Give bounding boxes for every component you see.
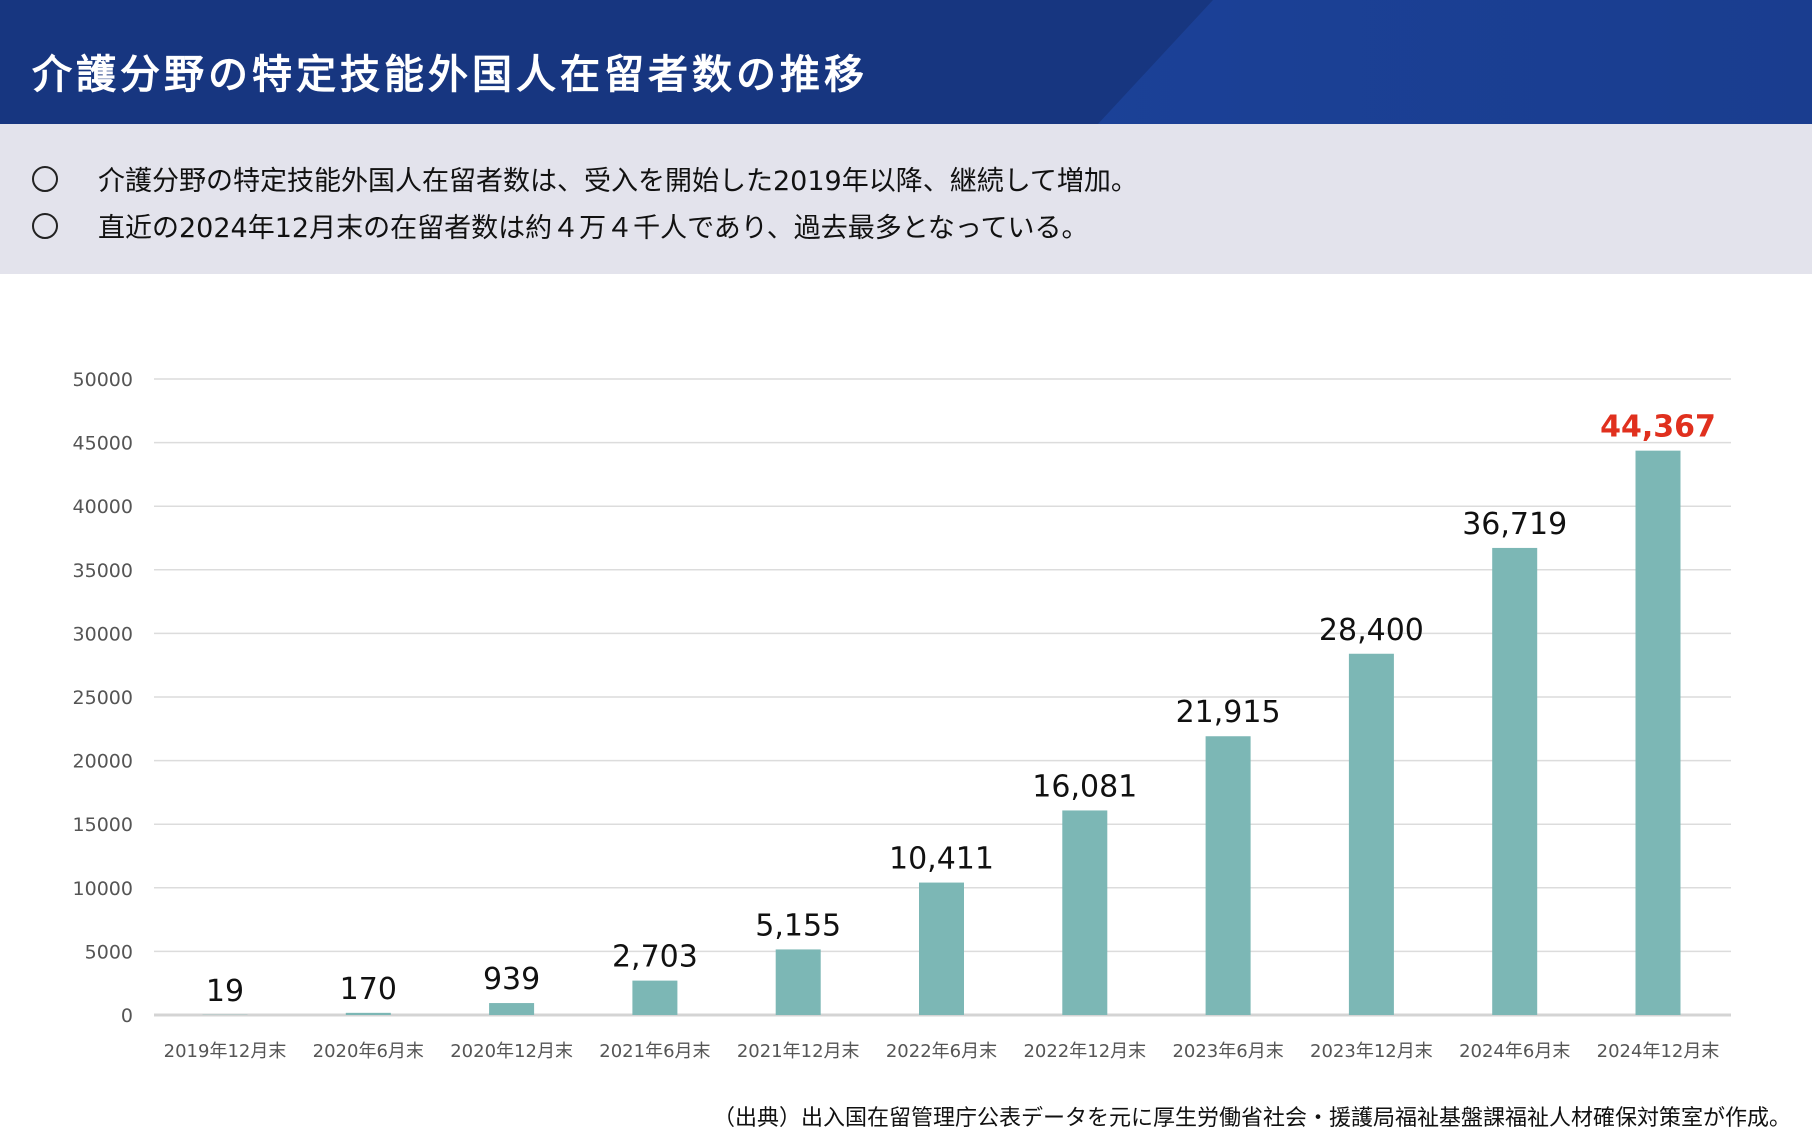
data-label: 36,719 (1462, 507, 1567, 542)
data-label: 170 (340, 972, 397, 1007)
bar (632, 980, 678, 1015)
page-title: 介護分野の特定技能外国人在留者数の推移 (32, 52, 868, 98)
x-tick-label: 2022年12月末 (1023, 1041, 1146, 1062)
data-label: 939 (483, 962, 540, 997)
bar (345, 1012, 391, 1015)
y-tick-label: 15000 (73, 814, 133, 836)
y-tick-label: 0 (121, 1005, 133, 1027)
data-label: 44,367 (1600, 410, 1716, 445)
x-tick-label: 2021年12月末 (737, 1041, 860, 1062)
data-label: 21,915 (1176, 695, 1281, 730)
x-tick-label: 2022年6月末 (886, 1041, 997, 1062)
data-label: 5,155 (755, 908, 841, 943)
y-tick-label: 40000 (73, 496, 133, 518)
summary-item: 直近の2024年12月末の在留者数は約４万４千人であり、過去最多となっている。 (32, 206, 1089, 245)
circle-bullet-icon (32, 165, 58, 192)
bar (1492, 547, 1538, 1015)
data-label: 19 (206, 974, 244, 1009)
y-tick-label: 30000 (73, 623, 133, 645)
y-tick-label: 45000 (73, 433, 133, 455)
summary-text: 介護分野の特定技能外国人在留者数は、受入を開始した2019年以降、継続して増加。 (98, 166, 1138, 197)
header-banner: 介護分野の特定技能外国人在留者数の推移 (0, 0, 1812, 124)
bar (919, 882, 964, 1015)
source-note: （出典）出入国在留管理庁公表データを元に厚生労働省社会・援護局福祉基盤課福祉人材… (712, 1106, 1791, 1131)
y-tick-label: 35000 (73, 560, 133, 582)
y-tick-label: 10000 (73, 878, 133, 900)
x-tick-label: 2020年6月末 (313, 1041, 424, 1062)
x-tick-label: 2021年6月末 (599, 1041, 710, 1062)
bar (775, 949, 821, 1015)
summary-text: 直近の2024年12月末の在留者数は約４万４千人であり、過去最多となっている。 (98, 213, 1089, 244)
summary-box: 介護分野の特定技能外国人在留者数は、受入を開始した2019年以降、継続して増加。… (0, 124, 1812, 274)
x-tick-label: 2023年12月末 (1310, 1041, 1433, 1062)
y-tick-label: 25000 (73, 687, 133, 709)
bar-chart: 0 5000 10000 15000 20000 25000 30000 35000 40000… (73, 369, 1731, 1062)
x-tick-label: 2019年12月末 (164, 1041, 287, 1062)
bar (489, 1003, 535, 1015)
x-tick-label: 2023年6月末 (1172, 1041, 1283, 1062)
x-tick-label: 2020年12月末 (450, 1041, 573, 1062)
bar (1635, 450, 1681, 1016)
bar (1205, 736, 1251, 1015)
y-tick-label: 20000 (73, 751, 133, 773)
data-label: 28,400 (1319, 613, 1424, 648)
header-accent (1098, 0, 1812, 124)
data-label: 10,411 (889, 842, 994, 877)
summary-item: 介護分野の特定技能外国人在留者数は、受入を開始した2019年以降、継続して増加。 (32, 159, 1138, 198)
circle-bullet-icon (32, 212, 58, 239)
y-tick-label: 50000 (73, 369, 133, 391)
data-label: 2,703 (612, 940, 698, 975)
data-label: 16,081 (1032, 769, 1137, 804)
bar (1062, 810, 1108, 1015)
x-tick-label: 2024年12月末 (1597, 1041, 1720, 1062)
bar (1348, 653, 1394, 1015)
y-tick-label: 5000 (85, 941, 133, 963)
x-tick-label: 2024年6月末 (1459, 1041, 1570, 1062)
